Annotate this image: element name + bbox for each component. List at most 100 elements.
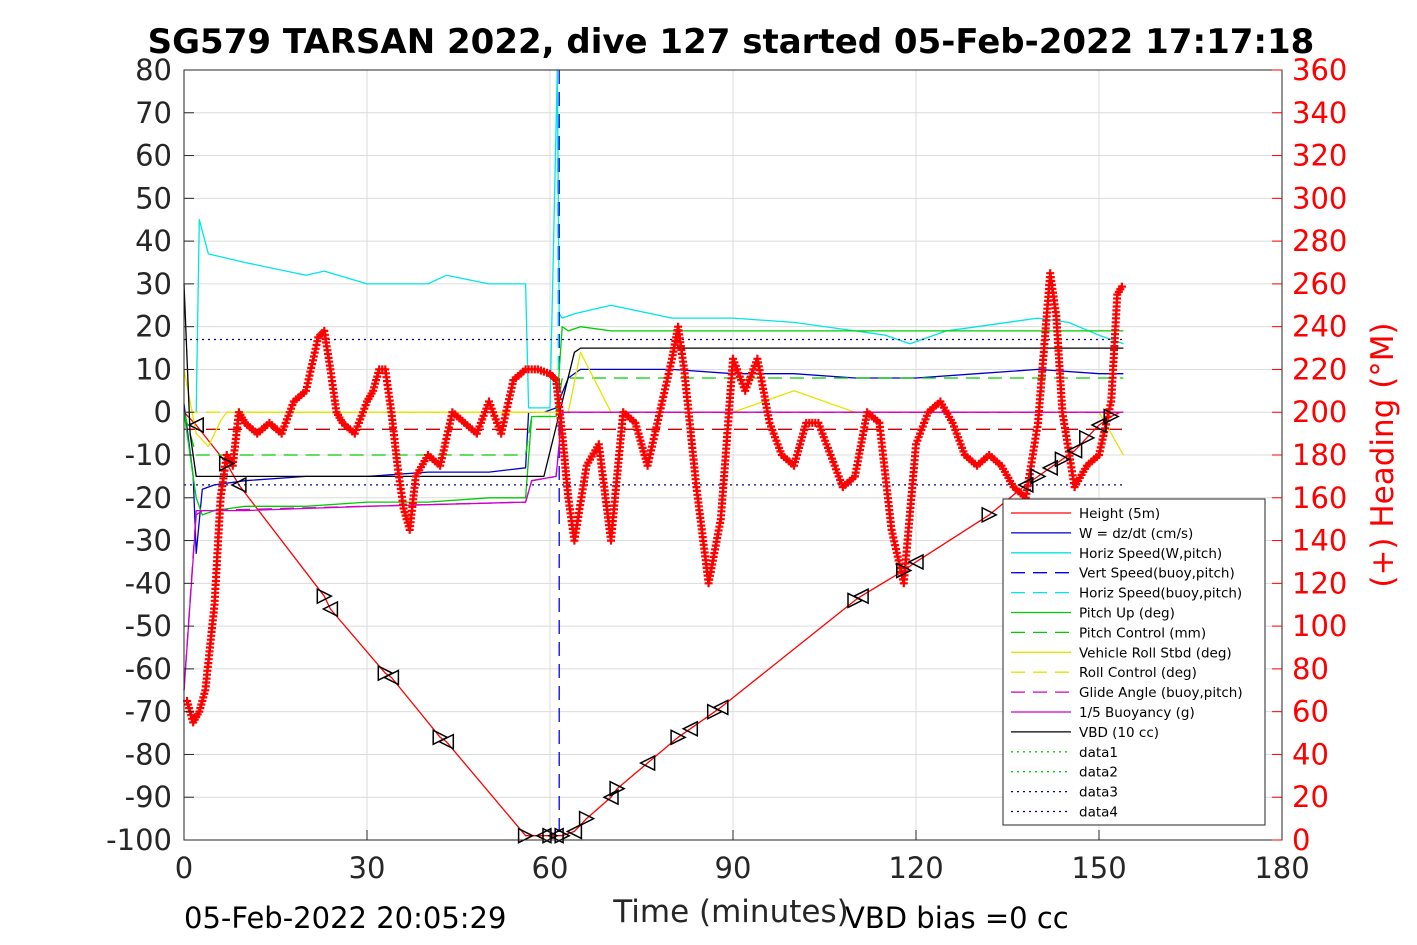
series-layer	[183, 69, 1124, 840]
dive-marker	[712, 699, 729, 716]
right-tick-label: 220	[1292, 352, 1347, 386]
dive-marker	[218, 455, 236, 472]
y-tick-label: -10	[125, 438, 172, 472]
legend-label: VBD (10 cc)	[1079, 725, 1159, 741]
y-tick-label: 10	[135, 352, 172, 386]
series-line-11	[183, 283, 1124, 478]
series-line-4	[556, 69, 560, 413]
heading-layer	[183, 269, 1126, 727]
right-tick-label: 160	[1292, 481, 1347, 515]
right-tick-label: 0	[1292, 823, 1310, 857]
legend-label: data4	[1079, 805, 1118, 821]
heading-point	[1117, 282, 1126, 291]
dive-marker	[681, 720, 699, 737]
x-axis-label: Time (minutes)	[612, 894, 848, 930]
legend-label: Pitch Control (mm)	[1079, 625, 1206, 641]
dive-marker	[437, 733, 455, 750]
right-tick-label: 300	[1292, 181, 1347, 215]
right-tick-label: 320	[1292, 139, 1347, 173]
y-tick-label: -90	[125, 780, 172, 814]
dive-marker	[382, 669, 400, 686]
x-tick-label: 120	[888, 851, 943, 885]
dive-marker	[578, 810, 596, 827]
dive-marker	[187, 416, 204, 434]
series-line-5	[183, 326, 1124, 516]
y-tick-label: 20	[135, 310, 172, 344]
y-tick-label: 80	[135, 53, 172, 87]
right-tick-label: 80	[1292, 652, 1329, 686]
right-tick-label: 20	[1292, 780, 1329, 814]
right-tick-label: 200	[1292, 395, 1347, 429]
right-tick-label: 360	[1292, 53, 1347, 87]
series-line-0	[183, 411, 1121, 837]
dive-marker	[547, 827, 564, 844]
x-tick-label: 180	[1254, 851, 1309, 885]
dive-marker	[602, 789, 619, 806]
legend-label: Glide Angle (buoy,pitch)	[1079, 685, 1243, 701]
dive-marker	[981, 506, 998, 524]
marker-layer	[187, 408, 1120, 844]
right-tick-label: 100	[1292, 609, 1347, 643]
y-tick-label: 30	[135, 267, 172, 301]
right-tick-label: 120	[1292, 566, 1347, 600]
right-axis-label: (+) Heading (°M)	[1365, 322, 1401, 587]
right-tick-label: 140	[1292, 524, 1347, 558]
dive-marker	[609, 780, 626, 797]
dive-marker	[321, 600, 339, 618]
y-tick-label: -50	[125, 609, 172, 643]
vbd-bias-label: VBD bias =0 cc	[845, 901, 1069, 935]
legend-label: Vehicle Roll Stbd (deg)	[1079, 645, 1232, 661]
footer-timestamp: 05-Feb-2022 20:05:29	[184, 901, 506, 935]
dive-marker	[1030, 468, 1047, 485]
dive-marker	[907, 553, 924, 571]
right-tick-label: 280	[1292, 224, 1347, 258]
y-tick-label: -40	[125, 566, 172, 600]
legend-label: Roll Control (deg)	[1079, 665, 1197, 681]
series-line-6	[183, 377, 1124, 456]
dive-marker	[896, 562, 913, 579]
dive-marker	[565, 823, 583, 840]
x-tick-label: 60	[532, 851, 569, 885]
dive-marker	[1054, 451, 1072, 468]
y-tick-label: -70	[125, 695, 172, 729]
dive-marker	[316, 587, 333, 605]
series-line-9	[183, 411, 1124, 691]
dive-marker	[638, 754, 656, 772]
dive-marker	[230, 476, 247, 494]
x-tick-label: 90	[715, 851, 752, 885]
dive-marker	[1103, 408, 1120, 425]
legend-label: W = dz/dt (cm/s)	[1079, 526, 1193, 542]
legend-label: data1	[1079, 745, 1118, 761]
dive-marker	[1090, 416, 1107, 434]
legend-label: Height (5m)	[1079, 506, 1160, 522]
legend: Height (5m) W = dz/dt (cm/s) Horiz Speed(W…	[1002, 498, 1266, 826]
right-tick-label: 340	[1292, 96, 1347, 130]
dive-marker	[670, 729, 687, 746]
legend-label: data2	[1079, 765, 1118, 781]
y-tick-label: 50	[135, 181, 172, 215]
dive-marker	[554, 827, 571, 844]
x-tick-label: 150	[1071, 851, 1126, 885]
legend-label: data3	[1079, 785, 1118, 801]
right-tick-label: 40	[1292, 737, 1329, 771]
right-tick-label: 60	[1292, 695, 1329, 729]
y-tick-label: -20	[125, 481, 172, 515]
dive-marker	[517, 827, 535, 844]
legend-label: Pitch Up (deg)	[1079, 606, 1175, 622]
dive-marker	[535, 827, 552, 844]
y-tick-label: -30	[125, 524, 172, 558]
dive-marker	[1017, 476, 1034, 494]
chart-title: SG579 TARSAN 2022, dive 127 started 05-F…	[148, 22, 1315, 62]
dive-marker	[852, 587, 869, 605]
y-tick-label: 60	[135, 139, 172, 173]
right-tick-label: 240	[1292, 310, 1347, 344]
x-tick-label: 30	[349, 851, 386, 885]
right-tick-label: 260	[1292, 267, 1347, 301]
legend-label: Horiz Speed(buoy,pitch)	[1079, 586, 1242, 602]
ticks-layer: 0 30 60 90 120 150 18080706050403020100-10-20-…	[106, 53, 1347, 885]
y-tick-label: -80	[125, 737, 172, 771]
legend-label: Vert Speed(buoy,pitch)	[1079, 566, 1235, 582]
dive-marker	[1079, 429, 1096, 447]
series-line-10	[183, 411, 1124, 691]
